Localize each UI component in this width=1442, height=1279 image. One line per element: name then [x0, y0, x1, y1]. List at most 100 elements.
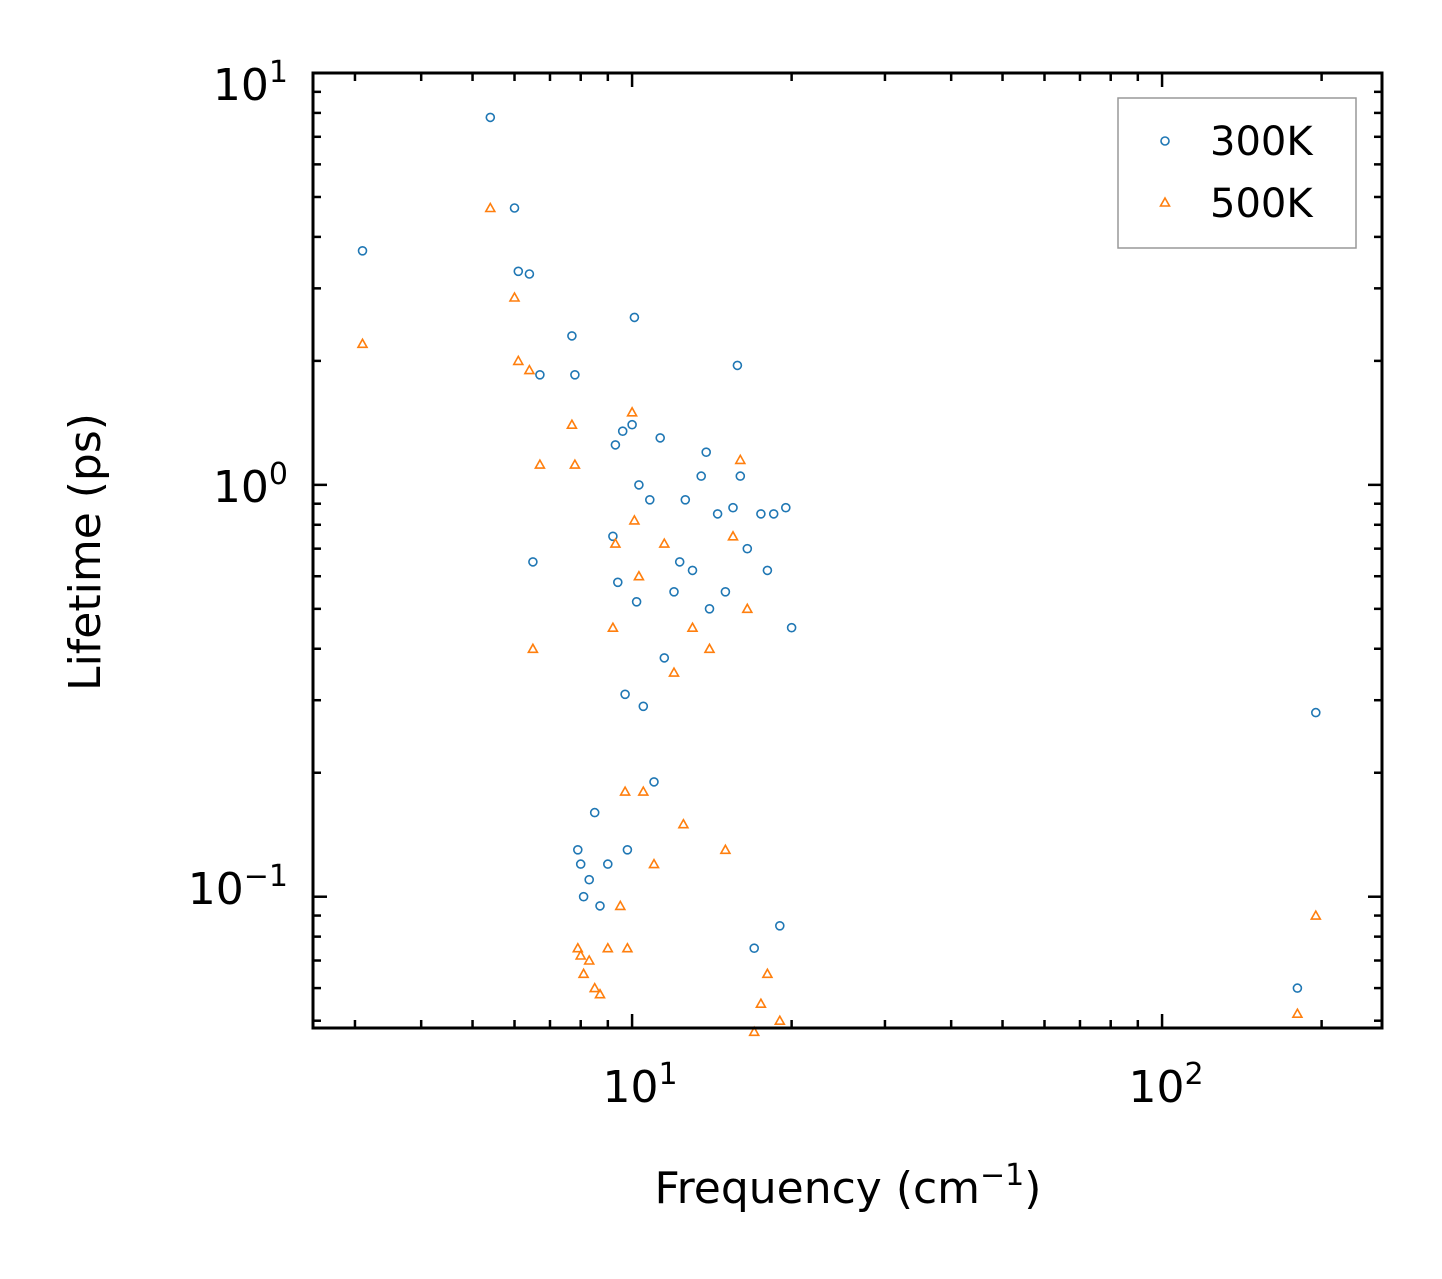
- point-500k: [1291, 1007, 1304, 1019]
- point-300k: [659, 653, 670, 663]
- point-500k: [566, 418, 578, 430]
- point-300k: [357, 246, 368, 256]
- x-axis-label: Frequency (cm−1): [655, 1158, 1042, 1214]
- point-500k: [633, 570, 645, 581]
- point-500k: [734, 453, 747, 465]
- point-300k: [701, 447, 712, 458]
- point-300k: [602, 859, 613, 869]
- point-500k: [523, 363, 536, 375]
- point-300k: [735, 471, 746, 481]
- point-300k: [631, 596, 642, 607]
- point-500k: [621, 942, 634, 953]
- point-300k: [575, 859, 586, 869]
- point-500k: [668, 666, 680, 677]
- point-300k: [610, 440, 621, 450]
- point-500k: [741, 602, 754, 614]
- point-300k: [768, 509, 779, 519]
- point-500k: [601, 942, 614, 953]
- legend-marker-500k: [1159, 196, 1171, 207]
- point-300k: [524, 269, 535, 279]
- point-300k: [627, 419, 637, 430]
- point-500k: [677, 818, 690, 829]
- point-500k: [574, 949, 587, 960]
- point-500k: [719, 843, 732, 855]
- plot-frame: [311, 71, 1384, 1030]
- point-300k: [649, 777, 659, 787]
- point-300k: [728, 502, 738, 513]
- point-500k: [1309, 909, 1322, 920]
- point-500k: [607, 621, 619, 633]
- point-500k: [577, 967, 590, 979]
- point-300k: [704, 603, 715, 614]
- point-300k: [528, 557, 538, 567]
- x-tick-label: 102: [1128, 1057, 1203, 1113]
- point-500k: [686, 621, 699, 633]
- legend-label-300k: 300K: [1210, 119, 1314, 165]
- point-300k: [749, 943, 760, 954]
- point-500k: [594, 988, 606, 999]
- point-300k: [612, 577, 623, 588]
- point-300k: [629, 312, 640, 323]
- point-300k: [622, 844, 633, 855]
- x-tick-label: 101: [602, 1057, 677, 1113]
- point-300k: [1311, 707, 1321, 718]
- point-300k: [634, 480, 644, 490]
- point-300k: [1292, 983, 1303, 993]
- point-500k: [512, 354, 525, 366]
- legend-label-500k: 500K: [1210, 181, 1314, 227]
- point-500k: [484, 201, 497, 213]
- point-500k: [727, 530, 739, 541]
- point-300k: [617, 426, 628, 437]
- point-500k: [588, 981, 601, 993]
- point-500k: [619, 785, 631, 796]
- point-500k: [583, 954, 596, 965]
- point-300k: [756, 509, 766, 519]
- point-300k: [687, 565, 698, 576]
- point-500k: [761, 967, 774, 979]
- point-500k: [637, 785, 650, 796]
- point-500k: [527, 642, 539, 654]
- legend-marker-300k: [1160, 136, 1170, 146]
- point-300k: [674, 557, 685, 567]
- legend: 300K 500K: [1117, 97, 1357, 249]
- y-tick-label: 101: [213, 55, 288, 111]
- point-300k: [696, 471, 707, 481]
- point-500k: [628, 514, 641, 525]
- point-300k: [680, 494, 691, 505]
- point-300k: [644, 494, 655, 505]
- point-300k: [732, 360, 743, 371]
- point-300k: [509, 203, 520, 213]
- point-500k: [755, 997, 767, 1009]
- point-500k: [534, 458, 546, 469]
- point-500k: [609, 537, 622, 548]
- point-300k: [589, 807, 600, 818]
- point-300k: [774, 920, 785, 931]
- point-500k: [658, 537, 671, 548]
- point-500k: [748, 1025, 761, 1037]
- point-300k: [578, 891, 589, 902]
- y-axis-label: Lifetime (ps): [60, 413, 111, 691]
- point-300k: [780, 502, 791, 513]
- point-500k: [614, 899, 627, 911]
- point-300k: [535, 369, 545, 380]
- points-layer: [356, 112, 1322, 1037]
- point-300k: [742, 543, 753, 554]
- point-500k: [571, 942, 584, 953]
- point-300k: [513, 266, 524, 277]
- point-300k: [567, 331, 577, 341]
- point-500k: [648, 857, 660, 869]
- point-300k: [762, 565, 773, 576]
- point-300k: [570, 369, 580, 380]
- point-300k: [720, 586, 731, 597]
- point-500k: [569, 458, 581, 469]
- legend-box: [1117, 97, 1357, 249]
- point-300k: [572, 844, 583, 855]
- point-300k: [584, 874, 595, 885]
- point-300k: [608, 531, 618, 542]
- y-tick-label: 10−1: [188, 859, 288, 915]
- point-500k: [703, 642, 716, 654]
- point-300k: [620, 689, 630, 700]
- point-500k: [773, 1014, 786, 1025]
- point-500k: [508, 291, 521, 302]
